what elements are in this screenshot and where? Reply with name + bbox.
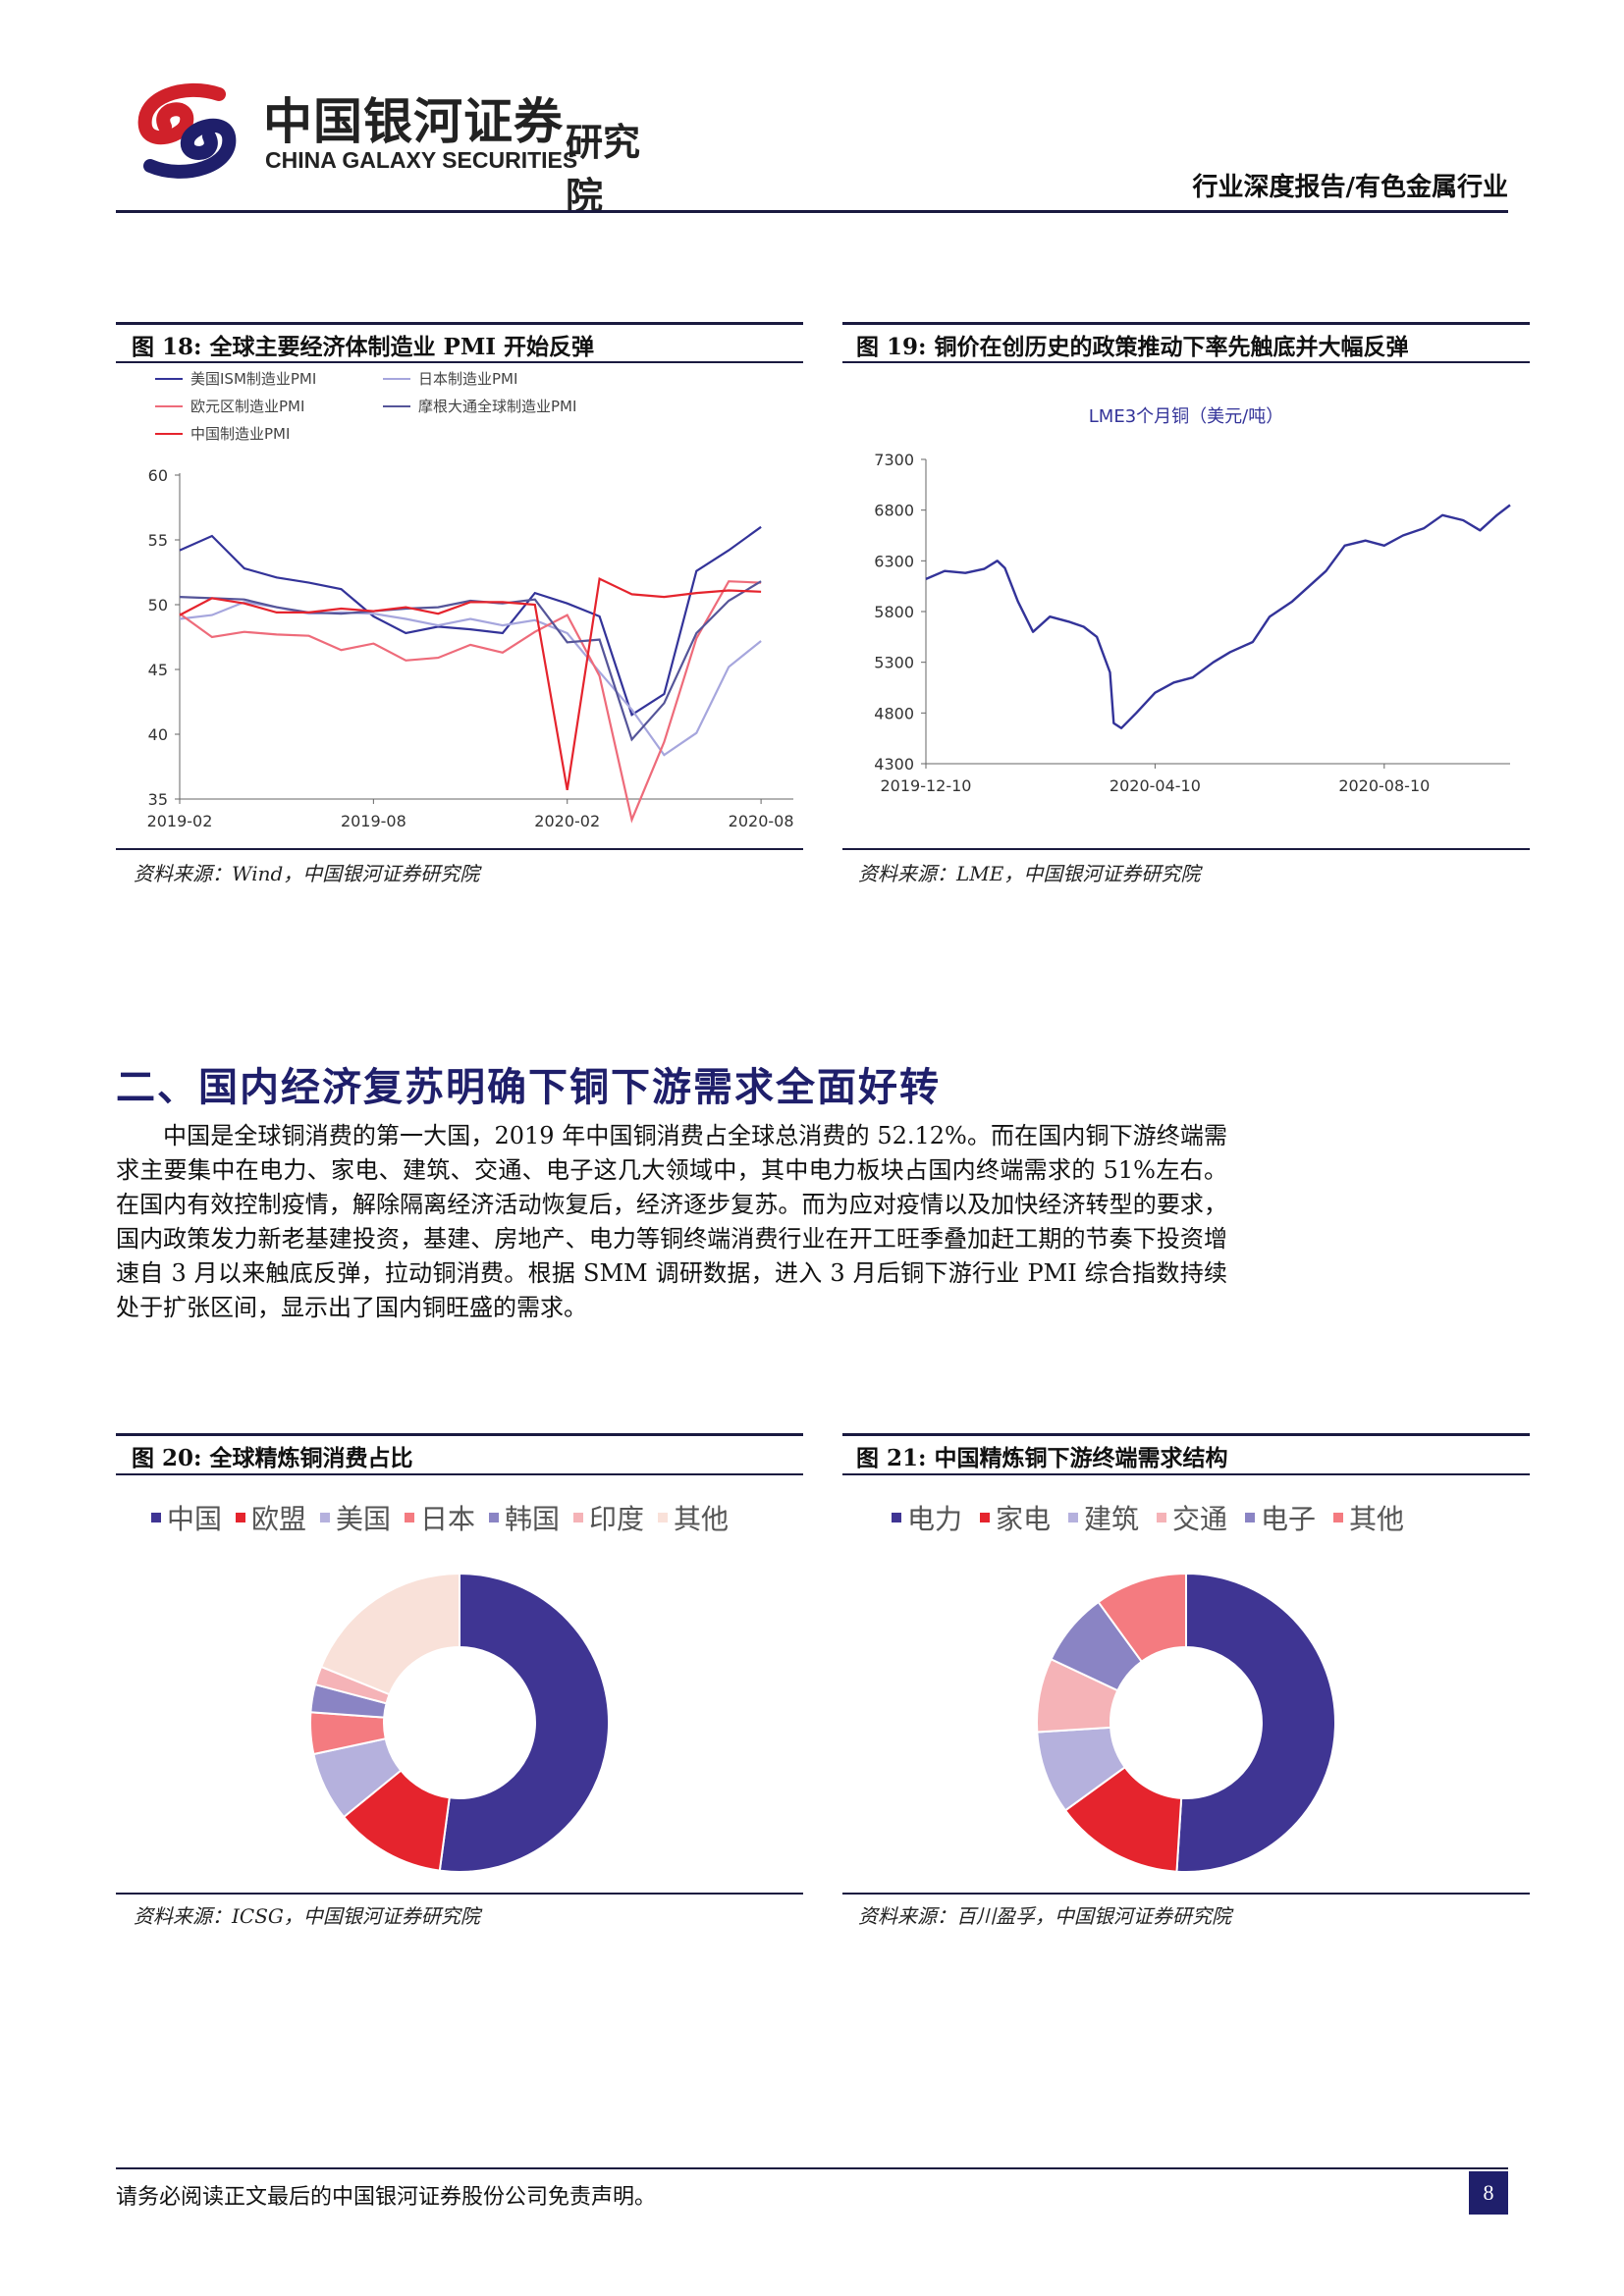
legend-swatch (1333, 1513, 1343, 1522)
logo-dept: 研究院 (566, 121, 641, 218)
fig21-top-rule (842, 1433, 1530, 1436)
series-line (179, 576, 762, 790)
section-body: 中国是全球铜消费的第一大国，2019 年中国铜消费占全球总消费的 52.12%。… (116, 1119, 1227, 1325)
galaxy-logo-icon (137, 82, 237, 179)
legend-swatch (573, 1513, 583, 1522)
x-tick-label: 2020-04-10 (1110, 776, 1201, 795)
y-tick-label: 6300 (874, 552, 914, 570)
y-tick-label: 5300 (874, 654, 914, 672)
legend-swatch (405, 1513, 414, 1522)
legend-label: 美国ISM制造业PMI (190, 370, 316, 388)
legend-label: 中国制造业PMI (190, 425, 290, 443)
y-tick-label: 35 (148, 790, 168, 809)
fig20-bottom-rule (116, 1893, 803, 1895)
fig20-title-rule (116, 1473, 803, 1475)
x-tick-label: 2020-08-10 (1338, 776, 1430, 795)
fig19-title-rule (842, 361, 1530, 363)
legend-label: 交通 (1172, 1503, 1227, 1535)
y-tick-label: 55 (148, 531, 168, 550)
fig18-title-rule (116, 361, 803, 363)
legend-label: 家电 (996, 1503, 1051, 1535)
y-tick-label: 4300 (874, 755, 914, 774)
report-category: 行业深度报告/有色金属行业 (1192, 173, 1509, 202)
logo: 中国银河证券 CHINA GALAXY SECURITIES 研究院 (126, 82, 676, 218)
fig21-title-rule (842, 1473, 1530, 1475)
fig18-top-rule (116, 322, 803, 325)
header-rule (116, 210, 1508, 213)
legend-label: 印度 (589, 1503, 644, 1535)
legend-swatch (980, 1513, 990, 1522)
fig20-top-rule (116, 1433, 803, 1436)
legend-swatch (892, 1513, 901, 1522)
y-tick-label: 4800 (874, 704, 914, 722)
fig18-pmi-chart: 美国ISM制造业PMI 日本制造业PMI 欧元区制造业PMI 摩根大通全球制造业PMI… (147, 370, 794, 830)
legend-label: 其他 (674, 1503, 729, 1535)
legend-label: 摩根大通全球制造业PMI (418, 398, 576, 415)
fig18-bottom-rule (116, 848, 803, 850)
fig19-copper-chart: LME3个月铜（美元/吨） 4300 4800 5300 5800 6300 6800 730… (874, 406, 1511, 795)
logo-text-cn: 中国银河证券 (263, 93, 564, 150)
page-number: 8 (1469, 2171, 1508, 2215)
legend-label: 欧元区制造业PMI (190, 398, 304, 415)
x-tick-label: 2019-12-10 (881, 776, 972, 795)
fig19-title: 图 19: 铜价在创历史的政策推动下率先触底并大幅反弹 (856, 334, 1409, 360)
y-tick-label: 45 (148, 661, 168, 679)
fig21-donut-chart: 电力 家电 建筑 交通 电子 其他 (892, 1503, 1404, 1873)
fig21-bottom-rule (842, 1893, 1530, 1895)
series-line (179, 580, 762, 742)
y-tick-label: 5800 (874, 603, 914, 621)
legend-swatch (1157, 1513, 1166, 1522)
legend-swatch (658, 1513, 668, 1522)
body-paragraph: 中国是全球铜消费的第一大国，2019 年中国铜消费占全球总消费的 52.12%。… (116, 1122, 1227, 1321)
fig21-title: 图 21: 中国精炼铜下游终端需求结构 (856, 1445, 1228, 1471)
legend-label: 其他 (1349, 1503, 1404, 1535)
legend-label: 电力 (907, 1503, 962, 1535)
x-tick-label: 2019-02 (147, 812, 213, 830)
legend-swatch (236, 1513, 245, 1522)
logo-text-en: CHINA GALAXY SECURITIES (265, 147, 578, 173)
fig19-top-rule (842, 322, 1530, 325)
donut-slice (438, 1572, 610, 1873)
chart-title: LME3个月铜（美元/吨） (1089, 406, 1283, 427)
fig21-source: 资料来源：百川盈孚，中国银河证券研究院 (858, 1904, 1231, 1928)
fig18-title: 图 18: 全球主要经济体制造业 PMI 开始反弹 (132, 334, 595, 360)
donut-slice (1097, 1572, 1187, 1664)
fig20-donut-chart: 中国 欧盟 美国 日本 韩国 印度 其他 (151, 1503, 729, 1873)
legend-label: 建筑 (1084, 1503, 1139, 1535)
legend-label: 日本 (420, 1503, 475, 1535)
x-tick-label: 2020-02 (534, 812, 600, 830)
y-tick-label: 40 (148, 725, 168, 744)
legend-label: 日本制造业PMI (418, 370, 517, 388)
y-tick-label: 50 (148, 596, 168, 614)
donut-slice (319, 1572, 460, 1696)
section-heading: 二、国内经济复苏明确下铜下游需求全面好转 (116, 1064, 941, 1110)
fig19-source: 资料来源：LME，中国银河证券研究院 (858, 862, 1201, 885)
legend-label: 中国 (167, 1503, 222, 1535)
legend-label: 电子 (1261, 1503, 1316, 1535)
legend-label: 美国 (336, 1503, 391, 1535)
series-line (179, 601, 762, 757)
footer-disclaimer: 请务必阅读正文最后的中国银河证券股份公司免责声明。 (116, 2185, 657, 2210)
legend-swatch (320, 1513, 330, 1522)
fig20-source: 资料来源：ICSG，中国银河证券研究院 (134, 1904, 480, 1928)
y-tick-label: 6800 (874, 502, 914, 520)
series-line (179, 525, 762, 717)
fig20-title: 图 20: 全球精炼铜消费占比 (132, 1445, 413, 1471)
fig18-source: 资料来源：Wind，中国银河证券研究院 (134, 862, 480, 885)
y-tick-label: 60 (148, 466, 168, 485)
x-tick-label: 2019-08 (341, 812, 406, 830)
legend-swatch (151, 1513, 161, 1522)
x-tick-label: 2020-08 (729, 812, 794, 830)
legend-swatch (1068, 1513, 1078, 1522)
series-line (925, 504, 1511, 729)
y-tick-label: 7300 (874, 451, 914, 469)
donut-slice (1175, 1572, 1336, 1873)
legend-label: 欧盟 (251, 1503, 306, 1535)
fig19-bottom-rule (842, 848, 1530, 850)
legend-swatch (1245, 1513, 1255, 1522)
footer-rule (116, 2167, 1508, 2169)
legend-swatch (489, 1513, 499, 1522)
legend-label: 韩国 (505, 1503, 560, 1535)
series-line (179, 580, 762, 824)
